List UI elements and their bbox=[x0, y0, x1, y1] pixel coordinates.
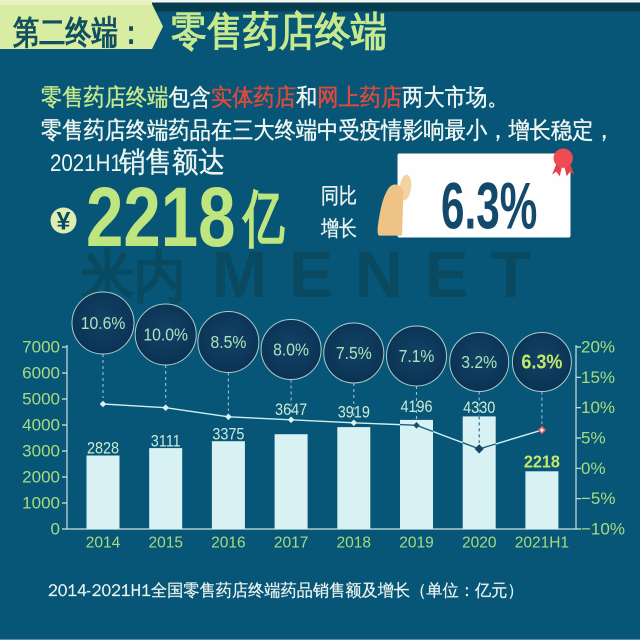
svg-text:10.6%: 10.6% bbox=[81, 313, 126, 333]
svg-text:1000: 1000 bbox=[22, 494, 60, 513]
svg-text:2019: 2019 bbox=[399, 535, 433, 552]
svg-text:15%: 15% bbox=[581, 368, 615, 387]
svg-text:4196: 4196 bbox=[400, 398, 432, 416]
svg-text:3.2%: 3.2% bbox=[461, 352, 497, 372]
svg-text:2017: 2017 bbox=[274, 535, 308, 552]
svg-text:−10%: −10% bbox=[581, 519, 625, 538]
svg-text:6.3%: 6.3% bbox=[521, 352, 562, 374]
svg-text:4000: 4000 bbox=[22, 416, 60, 435]
svg-text:2828: 2828 bbox=[87, 439, 119, 457]
svg-text:6.3%: 6.3% bbox=[441, 169, 537, 243]
svg-text:10%: 10% bbox=[581, 398, 615, 417]
svg-text:3111: 3111 bbox=[151, 432, 181, 450]
svg-text:6000: 6000 bbox=[22, 364, 60, 383]
svg-text:7.5%: 7.5% bbox=[336, 343, 372, 363]
svg-text:7000: 7000 bbox=[22, 338, 60, 357]
svg-text:2218: 2218 bbox=[524, 452, 560, 472]
svg-text:8.0%: 8.0% bbox=[273, 340, 309, 360]
svg-text:MENET: MENET bbox=[212, 237, 553, 311]
svg-text:2018: 2018 bbox=[337, 535, 371, 552]
svg-text:5%: 5% bbox=[581, 428, 606, 447]
svg-text:3000: 3000 bbox=[22, 442, 60, 461]
svg-text:3375: 3375 bbox=[212, 425, 244, 443]
svg-text:0%: 0% bbox=[581, 459, 606, 478]
svg-text:7.1%: 7.1% bbox=[399, 346, 435, 366]
svg-text:2020: 2020 bbox=[462, 535, 497, 552]
svg-text:8.5%: 8.5% bbox=[210, 332, 246, 352]
svg-text:10.0%: 10.0% bbox=[143, 325, 188, 345]
svg-text:2016: 2016 bbox=[211, 535, 245, 552]
svg-text:2015: 2015 bbox=[148, 535, 182, 552]
svg-text:20%: 20% bbox=[581, 338, 615, 357]
svg-text:2021H1: 2021H1 bbox=[50, 149, 122, 176]
svg-text:2014: 2014 bbox=[86, 535, 121, 552]
svg-text:2000: 2000 bbox=[22, 468, 60, 487]
svg-text:2021H1: 2021H1 bbox=[515, 535, 569, 552]
svg-text:3919: 3919 bbox=[338, 403, 370, 421]
svg-text:¥: ¥ bbox=[57, 208, 71, 236]
svg-text:−5%: −5% bbox=[581, 489, 616, 508]
svg-text:5000: 5000 bbox=[22, 390, 60, 409]
svg-text:0: 0 bbox=[51, 520, 60, 539]
svg-text:2218: 2218 bbox=[86, 171, 235, 265]
svg-text:4330: 4330 bbox=[463, 399, 495, 417]
